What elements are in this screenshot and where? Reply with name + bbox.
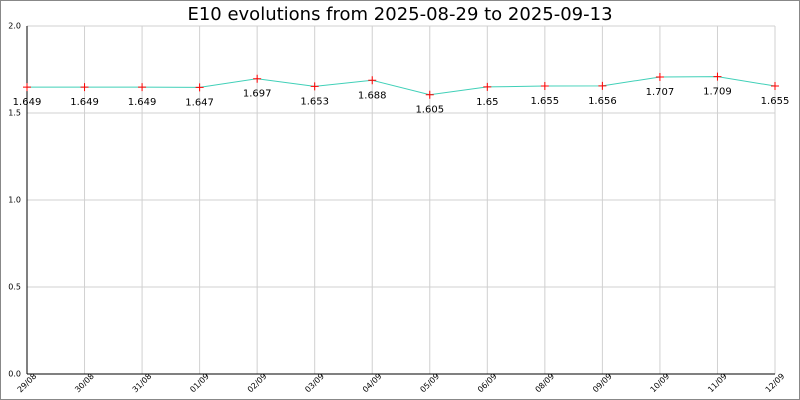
marker — [310, 82, 319, 91]
data-label: 1.649 — [70, 97, 99, 108]
data-label: 1.709 — [703, 87, 732, 98]
marker — [23, 83, 31, 92]
y-tick-label: 0.0 — [8, 370, 21, 379]
line — [27, 76, 776, 96]
marker — [80, 83, 89, 92]
y-tick-label: 0.5 — [8, 283, 21, 292]
marker — [425, 90, 434, 99]
marker — [655, 72, 664, 81]
y-tick-label: 1.0 — [8, 196, 21, 205]
y-tick-label: 1.5 — [8, 109, 21, 118]
y-tick-label: 2.0 — [8, 22, 21, 31]
data-label: 1.649 — [128, 97, 157, 108]
data-label: 1.647 — [185, 97, 214, 108]
data-label: 1.707 — [646, 87, 675, 98]
data-label: 1.653 — [300, 96, 329, 107]
marker — [540, 82, 549, 91]
marker — [138, 83, 147, 92]
marker — [598, 81, 607, 90]
data-label: 1.655 — [761, 96, 790, 107]
chart-title: E10 evolutions from 2025-08-29 to 2025-0… — [187, 4, 612, 25]
data-label: 1.655 — [531, 96, 560, 107]
data-label: 1.605 — [415, 105, 444, 116]
data-label: 1.649 — [13, 97, 42, 108]
marker — [713, 72, 722, 81]
data-label: 1.65 — [476, 97, 498, 108]
marker — [195, 83, 204, 92]
data-label: 1.656 — [588, 96, 617, 107]
data-label: 1.688 — [358, 90, 387, 101]
marker — [253, 74, 262, 83]
data-label: 1.697 — [243, 89, 272, 100]
marker — [483, 82, 492, 91]
marker — [368, 76, 377, 85]
marker — [771, 82, 779, 91]
